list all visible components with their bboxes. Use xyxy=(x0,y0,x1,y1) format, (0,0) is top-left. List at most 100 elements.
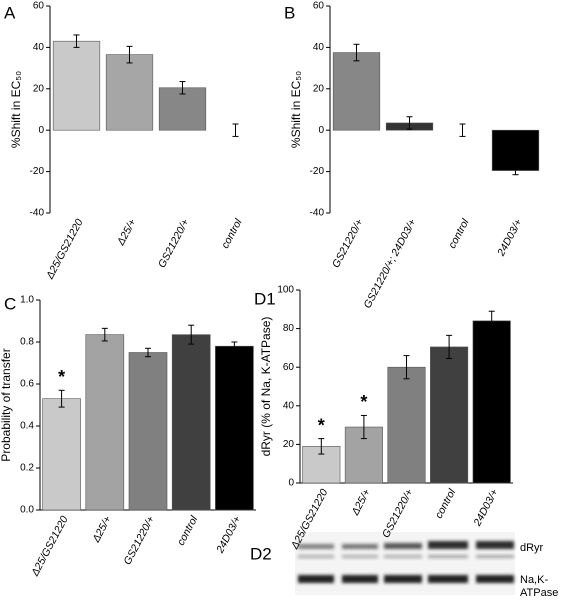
band xyxy=(384,575,422,583)
band xyxy=(476,541,514,549)
error-bar xyxy=(446,334,453,360)
error-bar xyxy=(188,324,195,345)
y-tick-label: 20 xyxy=(313,83,325,94)
error-bar xyxy=(360,414,367,440)
y-tick-label: 40 xyxy=(33,42,45,53)
y-tick-label: 1.0 xyxy=(20,295,34,306)
panel-label: D2 xyxy=(250,544,272,563)
band xyxy=(476,555,514,558)
error-bar xyxy=(58,389,65,408)
error-bar xyxy=(145,347,151,358)
y-tick-label: 100 xyxy=(277,285,294,296)
panel-label: B xyxy=(284,3,295,22)
x-tick-label: 24D03/+ xyxy=(495,217,525,259)
y-tick-label: 0 xyxy=(318,125,324,136)
bar xyxy=(42,398,81,511)
blot-label: ATPase xyxy=(520,587,558,599)
y-tick-label: 0 xyxy=(288,478,294,489)
band xyxy=(342,544,378,549)
y-tick-label: 0 xyxy=(38,125,44,136)
error-bar xyxy=(512,165,519,176)
x-tick-label: 24D03/+ xyxy=(471,487,501,529)
x-tick-label: GS21220/+ xyxy=(380,487,416,540)
y-tick-label: 60 xyxy=(283,362,295,373)
x-tick-label: Δ25/+ xyxy=(90,514,114,545)
bar xyxy=(491,129,540,171)
x-tick-label: GS21220/+; 24D03/+ xyxy=(361,217,418,310)
error-bar xyxy=(73,34,80,48)
band xyxy=(384,543,422,549)
y-tick-label: 60 xyxy=(313,1,325,12)
band xyxy=(298,544,334,549)
bar xyxy=(52,40,101,131)
blot-image xyxy=(295,532,515,595)
y-tick-label: 20 xyxy=(33,83,45,94)
y-tick-label: -20 xyxy=(30,166,45,177)
x-tick-label: Δ25/GS21220 xyxy=(29,514,71,579)
y-tick-label: 20 xyxy=(283,439,295,450)
panel-label: C xyxy=(4,294,16,313)
band xyxy=(428,555,468,558)
error-bar xyxy=(459,123,466,137)
y-tick-label: 0.0 xyxy=(20,505,34,516)
band xyxy=(476,575,514,583)
error-bar xyxy=(403,355,410,380)
band xyxy=(298,575,334,583)
x-tick-label: GS21220/+ xyxy=(156,217,192,270)
significance-marker: * xyxy=(58,367,65,387)
bar xyxy=(158,87,207,131)
panel-label: D1 xyxy=(254,289,276,308)
x-tick-label: control xyxy=(433,486,459,520)
y-tick-label: 80 xyxy=(283,323,295,334)
band xyxy=(342,555,378,558)
x-tick-label: 24D03/+ xyxy=(214,514,244,556)
x-tick-label: Δ25/+ xyxy=(114,217,138,248)
y-tick-label: -20 xyxy=(310,166,325,177)
bar xyxy=(332,52,381,131)
band xyxy=(384,555,422,558)
y-tick-label: 40 xyxy=(313,42,325,53)
bar xyxy=(472,320,511,484)
error-bar xyxy=(179,81,186,95)
y-axis-label: dRyr (% of Na, K-ATPase) xyxy=(259,317,273,457)
blot-bands xyxy=(298,541,514,583)
error-bar xyxy=(126,45,133,64)
y-tick-label: 0.6 xyxy=(20,379,34,390)
x-tick-label: control xyxy=(446,216,472,250)
y-tick-label: -40 xyxy=(30,208,45,219)
error-bar xyxy=(406,116,413,130)
error-bar xyxy=(488,310,495,332)
error-bar xyxy=(232,123,239,137)
y-axis-label: %Shift in EC₅₀ xyxy=(289,71,303,148)
panel-label: A xyxy=(4,3,16,22)
significance-marker: * xyxy=(360,392,367,412)
x-tick-label: GS21220/+ xyxy=(330,217,366,270)
significance-marker: * xyxy=(318,415,325,435)
bar xyxy=(85,334,125,511)
band xyxy=(428,575,468,583)
x-tick-label: control xyxy=(219,216,245,250)
blot-label: dRyr xyxy=(520,542,544,554)
x-tick-label: GS21220/+ xyxy=(121,514,157,567)
band xyxy=(342,575,378,583)
y-tick-label: 40 xyxy=(283,400,295,411)
y-tick-label: 0.4 xyxy=(20,421,34,432)
y-tick-label: 0.8 xyxy=(20,337,34,348)
band xyxy=(298,555,334,558)
blot-label: Na,K- xyxy=(520,574,548,586)
bar xyxy=(171,334,211,511)
bar xyxy=(128,352,168,511)
y-tick-label: 60 xyxy=(33,1,45,12)
y-tick-label: -40 xyxy=(310,208,325,219)
bar xyxy=(105,54,154,131)
x-tick-label: Δ25/+ xyxy=(349,487,373,518)
error-bar xyxy=(101,327,108,342)
x-tick-label: Δ25/GS21220 xyxy=(44,217,86,282)
error-bar xyxy=(231,341,238,351)
y-axis-label: Probability of transfer xyxy=(0,348,13,461)
y-axis-label: %Shift in EC₅₀ xyxy=(9,71,23,148)
bar xyxy=(215,345,254,511)
error-bar xyxy=(353,43,360,62)
bar xyxy=(387,366,426,484)
